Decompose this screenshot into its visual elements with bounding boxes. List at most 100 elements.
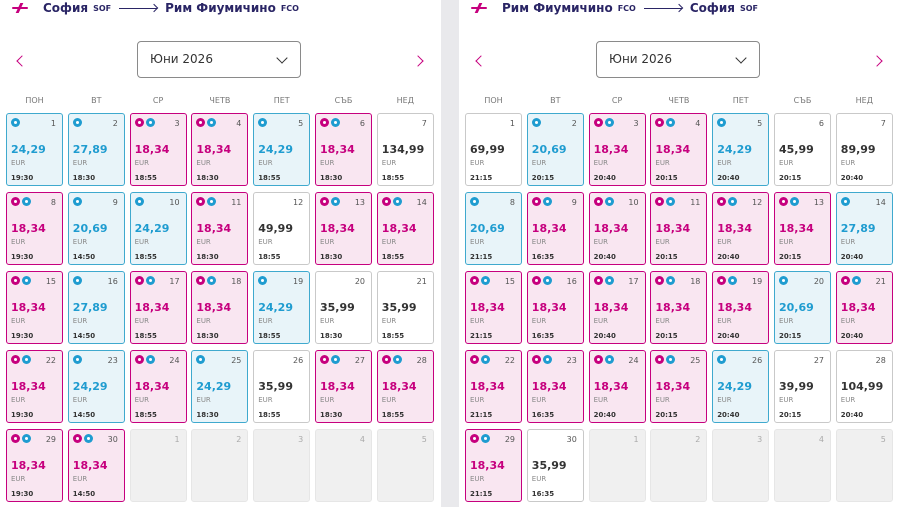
departure-time: 18:55 bbox=[381, 411, 405, 419]
day-cell[interactable]: 18 18,34 EUR 18:30 bbox=[191, 271, 249, 344]
price: 104,99 bbox=[840, 380, 884, 393]
discount-icon bbox=[604, 276, 614, 285]
day-cell[interactable]: 12 49,99 EUR 18:55 bbox=[253, 192, 311, 265]
day-cell[interactable]: 17 18,34 EUR 20:40 bbox=[588, 271, 646, 344]
day-cell[interactable]: 9 20,69 EUR 14:50 bbox=[67, 192, 125, 265]
day-cell[interactable]: 28 18,34 EUR 18:55 bbox=[376, 350, 434, 423]
day-cell[interactable]: 17 18,34 EUR 18:55 bbox=[129, 271, 187, 344]
day-cell[interactable]: 23 24,29 EUR 14:50 bbox=[67, 350, 125, 423]
day-number: 12 bbox=[293, 198, 304, 207]
weekday-label: ПОН bbox=[484, 96, 503, 105]
day-cell[interactable]: 8 18,34 EUR 19:30 bbox=[6, 192, 63, 265]
day-cell[interactable]: 26 35,99 EUR 18:55 bbox=[253, 350, 311, 423]
day-cell[interactable]: 9 18,34 EUR 16:35 bbox=[526, 192, 584, 265]
discount-icon bbox=[258, 118, 268, 127]
day-cell[interactable]: 14 27,89 EUR 20:40 bbox=[835, 192, 893, 265]
day-number: 10 bbox=[169, 198, 180, 207]
day-cell[interactable]: 7 89,99 EUR 20:40 bbox=[835, 113, 893, 186]
day-cell[interactable]: 13 18,34 EUR 18:30 bbox=[315, 192, 372, 265]
departure-time: 20:15 bbox=[655, 332, 678, 340]
day-cell[interactable]: 29 18,34 EUR 19:30 bbox=[6, 429, 63, 502]
day-cell[interactable]: 23 18,34 EUR 16:35 bbox=[526, 350, 584, 423]
departure-time: 14:50 bbox=[72, 253, 96, 261]
day-cell[interactable]: 13 18,34 EUR 20:15 bbox=[774, 192, 831, 265]
price: 20,69 bbox=[779, 301, 814, 314]
day-cell[interactable]: 20 20,69 EUR 20:15 bbox=[774, 271, 831, 344]
day-cell[interactable]: 1 69,99 EUR 21:15 bbox=[465, 113, 522, 186]
day-cell[interactable]: 30 18,34 EUR 14:50 bbox=[67, 429, 125, 502]
day-cell[interactable]: 27 39,99 EUR 20:15 bbox=[774, 350, 831, 423]
currency: EUR bbox=[196, 159, 211, 167]
day-cell[interactable]: 5 24,29 EUR 18:55 bbox=[253, 113, 311, 186]
day-cell[interactable]: 22 18,34 EUR 19:30 bbox=[6, 350, 63, 423]
price: 18,34 bbox=[655, 143, 691, 156]
day-cell[interactable]: 30 35,99 EUR 16:35 bbox=[526, 429, 584, 502]
day-cell[interactable]: 19 24,29 EUR 18:55 bbox=[253, 271, 311, 344]
discount-icon bbox=[331, 118, 340, 127]
day-cell[interactable]: 22 18,34 EUR 21:15 bbox=[465, 350, 522, 423]
price: 18,34 bbox=[134, 301, 170, 314]
day-cell[interactable]: 11 18,34 EUR 18:30 bbox=[191, 192, 249, 265]
day-cell[interactable]: 16 27,89 EUR 14:50 bbox=[67, 271, 125, 344]
day-cell[interactable]: 28 104,99 EUR 20:40 bbox=[835, 350, 893, 423]
month-select[interactable]: Юни 2026 bbox=[596, 41, 760, 78]
currency: EUR bbox=[531, 475, 547, 483]
day-cell[interactable]: 21 18,34 EUR 20:40 bbox=[835, 271, 893, 344]
day-cell[interactable]: 20 35,99 EUR 18:30 bbox=[315, 271, 372, 344]
day-cell[interactable]: 18 18,34 EUR 20:15 bbox=[650, 271, 708, 344]
day-cell[interactable]: 14 18,34 EUR 18:55 bbox=[376, 192, 434, 265]
day-cell[interactable]: 4 18,34 EUR 20:15 bbox=[650, 113, 708, 186]
day-cell[interactable]: 6 45,99 EUR 20:15 bbox=[774, 113, 831, 186]
prev-month[interactable] bbox=[475, 55, 487, 67]
departure-time: 21:15 bbox=[470, 332, 493, 340]
day-cell[interactable]: 15 18,34 EUR 19:30 bbox=[6, 271, 63, 344]
member-icon bbox=[531, 355, 541, 364]
next-month[interactable] bbox=[871, 55, 883, 67]
day-number: 12 bbox=[752, 198, 763, 207]
currency: EUR bbox=[779, 396, 794, 404]
day-cell[interactable]: 4 18,34 EUR 18:30 bbox=[191, 113, 249, 186]
day-cell[interactable]: 21 35,99 EUR 18:55 bbox=[376, 271, 434, 344]
day-cell[interactable]: 8 20,69 EUR 21:15 bbox=[465, 192, 522, 265]
day-cell[interactable]: 24 18,34 EUR 20:40 bbox=[588, 350, 646, 423]
day-cell[interactable]: 27 18,34 EUR 18:30 bbox=[315, 350, 372, 423]
day-cell[interactable]: 25 24,29 EUR 18:30 bbox=[191, 350, 249, 423]
day-cell[interactable]: 7 134,99 EUR 18:55 bbox=[376, 113, 434, 186]
discount-icon bbox=[790, 197, 799, 206]
day-cell[interactable]: 25 18,34 EUR 20:15 bbox=[650, 350, 708, 423]
day-cell[interactable]: 2 27,89 EUR 18:30 bbox=[67, 113, 125, 186]
day-number: 30 bbox=[566, 435, 577, 444]
day-cell[interactable]: 24 18,34 EUR 18:55 bbox=[129, 350, 187, 423]
member-icon bbox=[11, 434, 20, 443]
day-cell[interactable]: 15 18,34 EUR 21:15 bbox=[465, 271, 522, 344]
member-icon bbox=[717, 197, 727, 206]
currency: EUR bbox=[258, 396, 273, 404]
day-cell[interactable]: 10 24,29 EUR 18:55 bbox=[129, 192, 187, 265]
day-cell[interactable]: 11 18,34 EUR 20:15 bbox=[650, 192, 708, 265]
month-label: Юни 2026 bbox=[609, 52, 672, 66]
currency: EUR bbox=[134, 317, 150, 325]
day-cell[interactable]: 26 24,29 EUR 20:40 bbox=[712, 350, 770, 423]
day-cell[interactable]: 10 18,34 EUR 20:40 bbox=[588, 192, 646, 265]
prev-month[interactable] bbox=[16, 55, 28, 67]
day-cell[interactable]: 6 18,34 EUR 18:30 bbox=[315, 113, 372, 186]
currency: EUR bbox=[72, 475, 88, 483]
day-cell[interactable]: 2 20,69 EUR 20:15 bbox=[526, 113, 584, 186]
day-cell[interactable]: 16 18,34 EUR 16:35 bbox=[526, 271, 584, 344]
price: 18,34 bbox=[779, 222, 814, 235]
day-cell[interactable]: 29 18,34 EUR 21:15 bbox=[465, 429, 522, 502]
day-cell[interactable]: 3 18,34 EUR 18:55 bbox=[129, 113, 187, 186]
day-number: 22 bbox=[504, 356, 515, 365]
day-cell[interactable]: 19 18,34 EUR 20:40 bbox=[712, 271, 770, 344]
price: 18,34 bbox=[381, 380, 417, 393]
day-cell[interactable]: 12 18,34 EUR 20:40 bbox=[712, 192, 770, 265]
currency: EUR bbox=[470, 317, 485, 325]
month-select[interactable]: Юни 2026 bbox=[137, 41, 301, 78]
price: 18,34 bbox=[655, 380, 691, 393]
discount-icon bbox=[72, 276, 82, 285]
day-cell[interactable]: 1 24,29 EUR 19:30 bbox=[6, 113, 63, 186]
day-cell[interactable]: 3 18,34 EUR 20:40 bbox=[588, 113, 646, 186]
next-month[interactable] bbox=[412, 55, 424, 67]
day-number: 11 bbox=[231, 198, 242, 207]
day-cell[interactable]: 5 24,29 EUR 20:40 bbox=[712, 113, 770, 186]
